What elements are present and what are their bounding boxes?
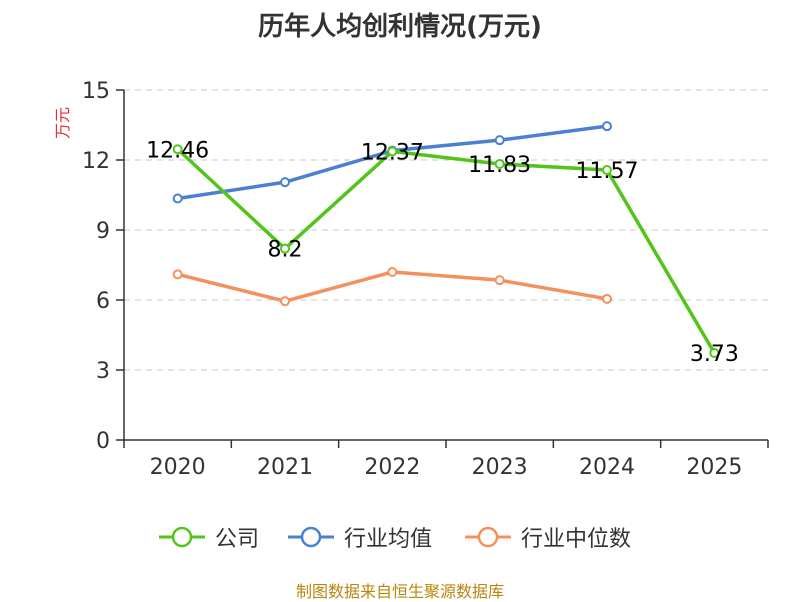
data-point bbox=[280, 296, 290, 307]
data-label: 11.83 bbox=[468, 153, 531, 178]
legend-marker-icon bbox=[288, 526, 334, 548]
y-axis-title: 万元 bbox=[53, 107, 72, 139]
legend-label-industry-median: 行业中位数 bbox=[521, 527, 632, 552]
y-tick-label: 0 bbox=[96, 429, 110, 454]
data-point bbox=[387, 146, 398, 157]
data-point bbox=[172, 144, 183, 155]
y-tick-label: 12 bbox=[82, 149, 110, 174]
data-point bbox=[387, 267, 398, 277]
legend-marker-icon bbox=[159, 526, 205, 548]
data-point bbox=[602, 293, 612, 304]
data-point bbox=[172, 193, 183, 204]
legend-item-industry-mean[interactable]: 行业均值 bbox=[286, 522, 432, 552]
data-label: 11.57 bbox=[576, 159, 639, 184]
x-tick-label: 2021 bbox=[257, 455, 313, 480]
x-tick-label: 2022 bbox=[364, 455, 420, 480]
y-tick-label: 15 bbox=[82, 79, 110, 104]
data-point bbox=[709, 347, 720, 358]
legend-label-industry-mean: 行业均值 bbox=[344, 527, 433, 552]
axes: 0 3 6 9 12 15 2020 2021 2022 2023 2024 2025 bbox=[82, 79, 769, 480]
data-point bbox=[602, 165, 612, 176]
data-point bbox=[172, 269, 183, 280]
y-tick-label: 9 bbox=[96, 219, 110, 244]
data-label: 3.73 bbox=[690, 342, 739, 367]
data-point bbox=[602, 121, 612, 132]
series-line bbox=[176, 147, 716, 354]
x-tick-label: 2025 bbox=[686, 455, 742, 480]
x-tick-label: 2024 bbox=[579, 455, 635, 480]
legend: 公司 行业均值 行业中位数 bbox=[0, 522, 800, 552]
data-label: 12.46 bbox=[146, 138, 209, 163]
data-point bbox=[494, 275, 505, 286]
legend-item-industry-median[interactable]: 行业中位数 bbox=[463, 522, 631, 552]
data-label: 8.2 bbox=[268, 238, 303, 263]
source-footer: 制图数据来自恒生聚源数据库 bbox=[295, 582, 504, 601]
data-point bbox=[280, 177, 290, 188]
legend-label-company: 公司 bbox=[215, 527, 260, 552]
x-tick-label: 2020 bbox=[150, 455, 206, 480]
data-point bbox=[280, 243, 290, 254]
data-labels: 12.46 8.2 12.37 11.83 11.57 3.73 bbox=[146, 138, 739, 367]
grid-lines bbox=[124, 89, 768, 371]
legend-item-company[interactable]: 公司 bbox=[157, 522, 259, 552]
chart-title: 历年人均创利情况(万元) bbox=[258, 12, 542, 42]
data-point bbox=[494, 135, 505, 146]
y-tick-label: 6 bbox=[96, 289, 110, 314]
x-tick-label: 2023 bbox=[472, 455, 528, 480]
series-layer bbox=[172, 121, 720, 358]
y-tick-label: 3 bbox=[96, 359, 110, 384]
data-point bbox=[494, 158, 505, 169]
data-label: 12.37 bbox=[361, 140, 424, 165]
legend-marker-icon bbox=[465, 526, 511, 548]
